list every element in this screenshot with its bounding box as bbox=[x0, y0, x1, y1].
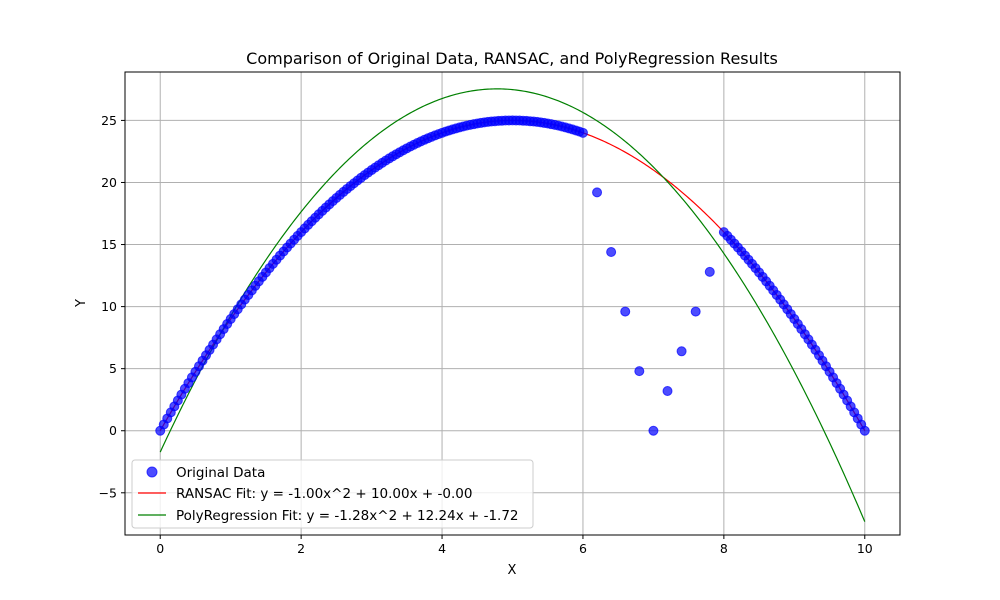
y-tick-label: 20 bbox=[101, 175, 117, 190]
legend-label-polyregression: PolyRegression Fit: y = -1.28x^2 + 12.24… bbox=[176, 508, 519, 524]
plot-area bbox=[155, 88, 870, 522]
x-tick-label: 8 bbox=[720, 541, 728, 556]
axes-frame bbox=[124, 71, 901, 536]
data-point bbox=[606, 246, 617, 257]
original-data-points bbox=[155, 115, 870, 436]
legend: Original Data RANSAC Fit: y = -1.00x^2 +… bbox=[131, 459, 534, 529]
legend-marker-original-data bbox=[146, 466, 158, 478]
data-point bbox=[859, 425, 870, 436]
grid-lines bbox=[125, 72, 900, 535]
x-tick-label: 0 bbox=[156, 541, 164, 556]
data-point bbox=[690, 306, 701, 317]
data-point bbox=[592, 187, 603, 198]
data-point bbox=[662, 386, 673, 397]
y-tick-label: 0 bbox=[109, 423, 117, 438]
data-point bbox=[676, 346, 687, 357]
axis-ticks: 0 2 4 6 8 10 −5 0 5 10 15 20 25 bbox=[99, 113, 873, 556]
x-tick-label: 4 bbox=[438, 541, 446, 556]
legend-label-ransac: RANSAC Fit: y = -1.00x^2 + 10.00x + -0.0… bbox=[176, 486, 472, 502]
legend-label-original-data: Original Data bbox=[176, 465, 265, 481]
x-tick-label: 10 bbox=[857, 541, 873, 556]
y-tick-label: 5 bbox=[109, 361, 117, 376]
data-point bbox=[577, 127, 588, 138]
y-tick-label: −5 bbox=[99, 485, 117, 500]
data-point bbox=[648, 425, 659, 436]
x-tick-label: 6 bbox=[579, 541, 587, 556]
y-tick-label: 15 bbox=[101, 237, 117, 252]
y-axis-label: Y bbox=[74, 299, 89, 308]
data-point bbox=[704, 266, 715, 277]
legend-box bbox=[131, 459, 534, 529]
y-tick-label: 10 bbox=[101, 299, 117, 314]
x-axis-label: X bbox=[508, 563, 517, 578]
y-tick-label: 25 bbox=[101, 113, 117, 128]
chart-title: Comparison of Original Data, RANSAC, and… bbox=[246, 49, 778, 68]
data-point bbox=[634, 366, 645, 377]
polyregression-fit-line bbox=[159, 88, 866, 522]
x-tick-label: 2 bbox=[297, 541, 305, 556]
data-point bbox=[620, 306, 631, 317]
